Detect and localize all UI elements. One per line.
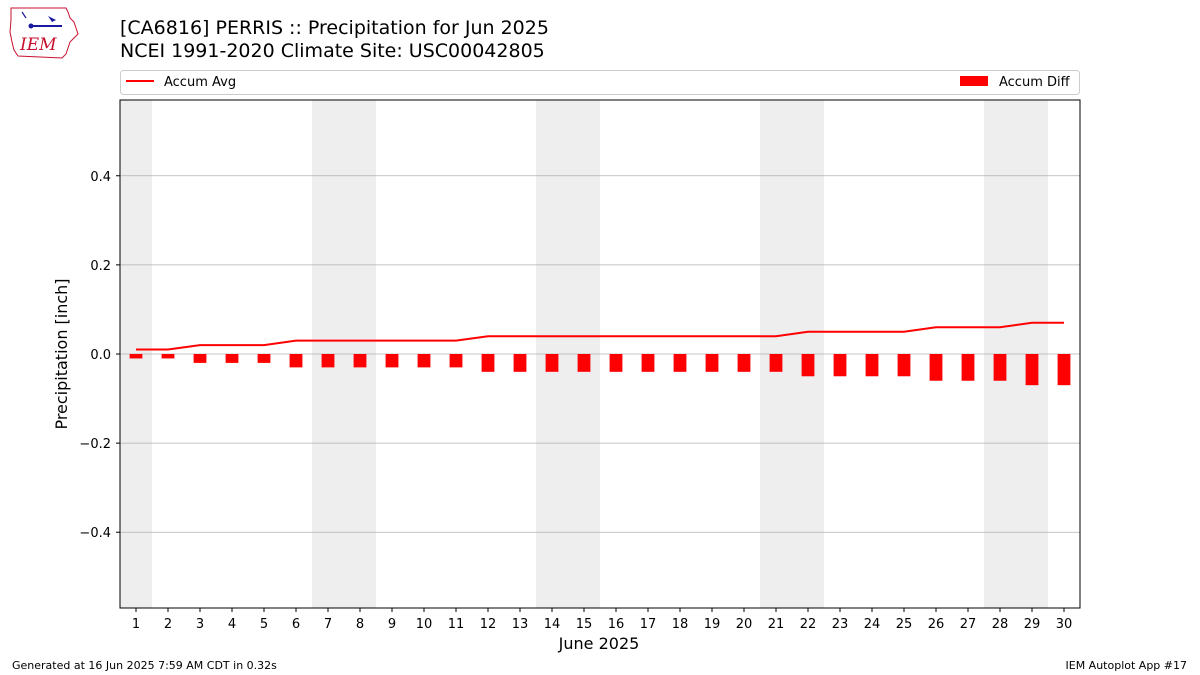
axes: −0.4−0.20.00.20.41 2 3 4 5 6 7 8 9 10 11 12 13 14 15 16… <box>79 99 1081 632</box>
app-credit: IEM Autoplot App #17 <box>1065 659 1188 672</box>
bar-day-14 <box>545 354 559 372</box>
iowa-outline-icon <box>9 7 79 59</box>
x-tick-label: 22 <box>800 617 817 632</box>
bar-day-2 <box>161 354 175 359</box>
rain-streak-icon <box>21 11 27 19</box>
y-tick-label: −0.4 <box>79 526 111 541</box>
x-tick-label: 18 <box>672 617 689 632</box>
bar-day-9 <box>385 354 399 368</box>
x-tick-label: 17 <box>640 617 657 632</box>
legend: Accum Avg Accum Diff <box>120 70 1080 95</box>
y-axis-label: Precipitation [inch] <box>52 278 71 429</box>
x-tick-label: 19 <box>704 617 721 632</box>
legend-box <box>120 70 1080 95</box>
bar-day-6 <box>289 354 303 368</box>
x-tick-label: 15 <box>576 617 593 632</box>
bar-day-12 <box>481 354 495 372</box>
legend-label-accum-diff: Accum Diff <box>999 75 1071 90</box>
wind-flag-icon <box>48 16 56 22</box>
x-tick-label: 5 <box>260 617 268 632</box>
x-tick-label: 3 <box>196 617 204 632</box>
generated-timestamp: Generated at 16 Jun 2025 7:59 AM CDT in … <box>12 659 277 672</box>
chart-title: [CA6816] PERRIS :: Precipitation for Jun… <box>120 17 549 39</box>
bar-day-16 <box>609 354 623 372</box>
legend-bar-swatch <box>960 76 988 86</box>
x-tick-label: 12 <box>480 617 497 632</box>
bar-day-29 <box>1025 354 1039 386</box>
accum-avg-line <box>136 321 1064 351</box>
bar-day-1 <box>129 354 143 359</box>
bar-day-26 <box>929 354 943 381</box>
bar-day-28 <box>993 354 1007 381</box>
x-tick-label: 14 <box>544 617 561 632</box>
x-tick-label: 9 <box>388 617 396 632</box>
x-tick-label: 20 <box>736 617 753 632</box>
accum-avg-polyline <box>136 321 1064 351</box>
x-tick-label: 1 <box>132 617 140 632</box>
x-tick-label: 28 <box>992 617 1009 632</box>
x-tick-label: 10 <box>416 617 433 632</box>
y-tick-label: 0.0 <box>90 348 111 363</box>
gridlines <box>120 175 1080 533</box>
y-tick-label: −0.2 <box>79 437 111 452</box>
bar-day-21 <box>769 354 783 372</box>
bar-day-25 <box>897 354 911 377</box>
x-tick-label: 4 <box>228 617 236 632</box>
x-tick-label: 27 <box>960 617 977 632</box>
legend-label-accum-avg: Accum Avg <box>164 75 236 90</box>
x-axis-label: June 2025 <box>558 634 640 653</box>
x-tick-label: 29 <box>1024 617 1041 632</box>
bar-day-7 <box>321 354 335 368</box>
bar-day-13 <box>513 354 527 372</box>
bar-day-11 <box>449 354 463 368</box>
bar-day-24 <box>865 354 879 377</box>
y-tick-label: 0.4 <box>90 170 111 185</box>
x-tick-label: 11 <box>448 617 465 632</box>
bar-day-5 <box>257 354 271 363</box>
x-tick-label: 30 <box>1056 617 1073 632</box>
x-tick-label: 6 <box>292 617 300 632</box>
x-tick-label: 24 <box>864 617 881 632</box>
bar-day-10 <box>417 354 431 368</box>
x-tick-label: 13 <box>512 617 529 632</box>
bar-day-4 <box>225 354 239 363</box>
bar-day-20 <box>737 354 751 372</box>
bar-day-27 <box>961 354 975 381</box>
x-tick-label: 21 <box>768 617 785 632</box>
accum-diff-bars <box>129 354 1071 386</box>
bar-day-30 <box>1057 354 1071 386</box>
iem-logo-graphic: IEM <box>9 7 79 59</box>
bar-day-17 <box>641 354 655 372</box>
y-tick-label: 0.2 <box>90 259 111 274</box>
bar-day-18 <box>673 354 687 372</box>
bar-day-23 <box>833 354 847 377</box>
logo-text: IEM <box>19 35 57 55</box>
iem-logo: IEM <box>8 6 80 60</box>
bar-day-8 <box>353 354 367 368</box>
chart-subtitle: NCEI 1991-2020 Climate Site: USC00042805 <box>120 40 545 62</box>
bar-day-22 <box>801 354 815 377</box>
bar-day-3 <box>193 354 207 363</box>
x-tick-label: 16 <box>608 617 625 632</box>
station-dot-icon <box>28 23 34 29</box>
x-tick-label: 23 <box>832 617 849 632</box>
x-tick-label: 8 <box>356 617 364 632</box>
bar-day-19 <box>705 354 719 372</box>
x-tick-label: 7 <box>324 617 332 632</box>
x-tick-label: 25 <box>896 617 913 632</box>
x-tick-label: 2 <box>164 617 172 632</box>
x-tick-label: 26 <box>928 617 945 632</box>
bar-day-15 <box>577 354 591 372</box>
